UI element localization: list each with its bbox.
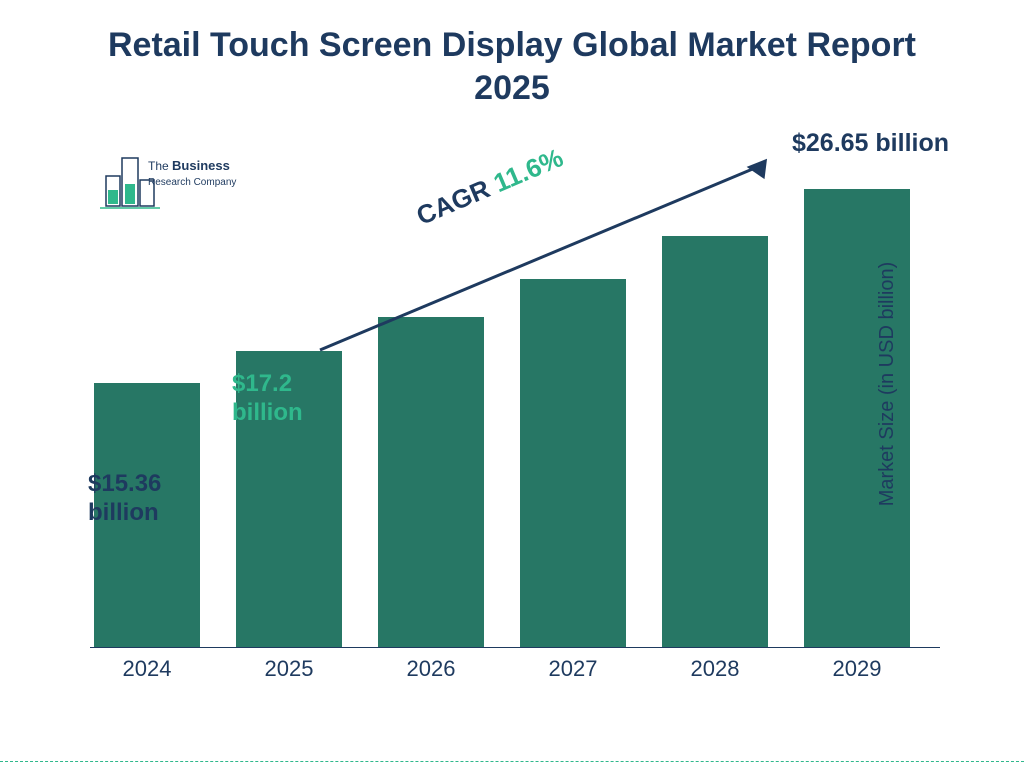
bar-chart: 2024 2025 2026 2027 2028 2029 [90, 130, 940, 690]
xlabel-2029: 2029 [804, 656, 910, 682]
value-label-2025: $17.2 billion [232, 370, 342, 428]
bar-2027 [520, 279, 626, 647]
xlabel-2024: 2024 [94, 656, 200, 682]
xlabel-2025: 2025 [236, 656, 342, 682]
value-label-2024: $15.36 billion [88, 470, 208, 528]
footer-divider [0, 761, 1024, 762]
chart-title: Retail Touch Screen Display Global Marke… [0, 24, 1024, 109]
xlabel-2027: 2027 [520, 656, 626, 682]
y-axis-label: Market Size (in USD billion) [876, 262, 899, 507]
bar-2028 [662, 236, 768, 647]
value-label-2029: $26.65 billion [792, 128, 992, 158]
bar-2026 [378, 317, 484, 647]
xlabel-2028: 2028 [662, 656, 768, 682]
xlabel-2026: 2026 [378, 656, 484, 682]
